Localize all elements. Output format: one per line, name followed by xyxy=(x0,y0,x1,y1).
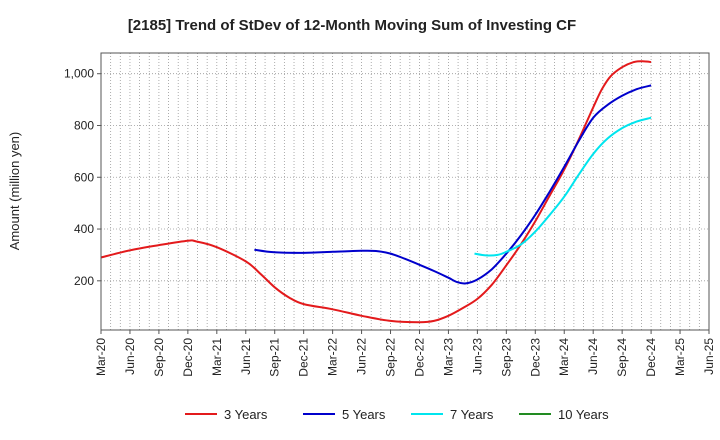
y-tick-label: 800 xyxy=(74,118,94,132)
y-tick-label: 400 xyxy=(74,222,94,236)
x-tick-label: Dec-21 xyxy=(297,338,311,377)
series-layer xyxy=(100,60,652,324)
x-tick-label: Dec-24 xyxy=(644,338,658,377)
x-tick-label: Sep-22 xyxy=(384,338,398,377)
x-tick-label: Dec-22 xyxy=(412,338,426,377)
legend-label: 7 Years xyxy=(450,407,494,422)
x-tick-label: Mar-24 xyxy=(557,338,571,376)
y-tick-label: 1,000 xyxy=(64,67,94,81)
x-tick-label: Sep-23 xyxy=(499,338,513,377)
x-ticks: Mar-20 Jun-20 Sep-20 Dec-20 Mar-21 Jun-21 Sep-… xyxy=(94,330,716,377)
x-tick-label: Sep-20 xyxy=(152,338,166,377)
x-tick-label: Jun-25 xyxy=(702,338,716,375)
series-line-3-years xyxy=(100,60,652,324)
legend: 3 Years 5 Years 7 Years 10 Years xyxy=(185,407,609,422)
y-tick-label: 200 xyxy=(74,274,94,288)
y-axis-label: Amount (million yen) xyxy=(7,132,22,251)
x-tick-label: Dec-20 xyxy=(181,338,195,377)
series-line-5-years xyxy=(254,84,652,285)
x-tick-label: Mar-21 xyxy=(210,338,224,376)
x-tick-label: Mar-25 xyxy=(673,338,687,376)
x-tick-label: Jun-20 xyxy=(123,338,137,375)
x-tick-label: Mar-20 xyxy=(94,338,108,376)
x-tick-label: Jun-23 xyxy=(470,338,484,375)
x-tick-label: Sep-24 xyxy=(615,338,629,377)
legend-label: 10 Years xyxy=(558,407,609,422)
x-tick-label: Mar-23 xyxy=(441,338,455,376)
legend-label: 3 Years xyxy=(224,407,268,422)
y-ticks: 200 400 600 800 1,000 xyxy=(64,67,101,288)
grid xyxy=(101,53,709,330)
x-tick-label: Sep-21 xyxy=(268,338,282,377)
chart-title: [2185] Trend of StDev of 12-Month Moving… xyxy=(128,17,576,34)
legend-label: 5 Years xyxy=(342,407,386,422)
x-tick-label: Jun-22 xyxy=(355,338,369,375)
x-tick-label: Jun-24 xyxy=(586,338,600,375)
series-line-7-years xyxy=(474,116,652,257)
y-tick-label: 600 xyxy=(74,170,94,184)
x-tick-label: Dec-23 xyxy=(528,338,542,377)
x-tick-label: Jun-21 xyxy=(239,338,253,375)
x-tick-label: Mar-22 xyxy=(326,338,340,376)
plot-frame xyxy=(100,52,710,331)
